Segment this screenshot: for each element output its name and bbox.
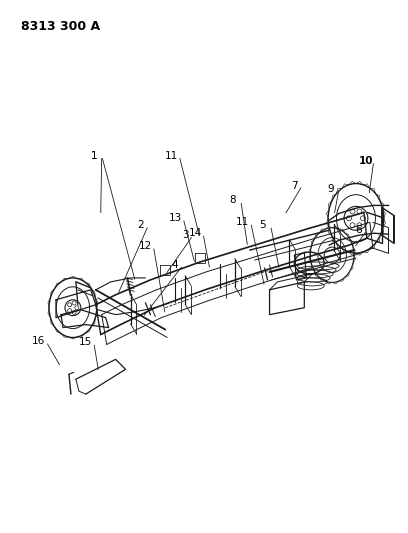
Text: 14: 14: [188, 228, 202, 238]
Text: 1: 1: [91, 151, 97, 161]
Text: 2: 2: [137, 220, 144, 230]
Text: 1: 1: [91, 151, 97, 161]
Text: 11: 11: [164, 151, 178, 161]
Text: 6: 6: [356, 225, 362, 235]
Text: 15: 15: [79, 337, 93, 348]
Text: 8313 300 A: 8313 300 A: [21, 20, 100, 33]
Text: 4: 4: [172, 260, 179, 270]
Text: 16: 16: [31, 336, 45, 346]
Text: 12: 12: [139, 241, 152, 251]
Text: 10: 10: [359, 156, 373, 166]
Text: 9: 9: [328, 183, 335, 193]
Text: 5: 5: [259, 220, 266, 230]
Text: 7: 7: [291, 181, 298, 191]
Text: 13: 13: [169, 213, 182, 223]
Text: 11: 11: [236, 217, 249, 227]
Text: 3: 3: [182, 230, 188, 240]
Text: 8: 8: [229, 196, 236, 205]
